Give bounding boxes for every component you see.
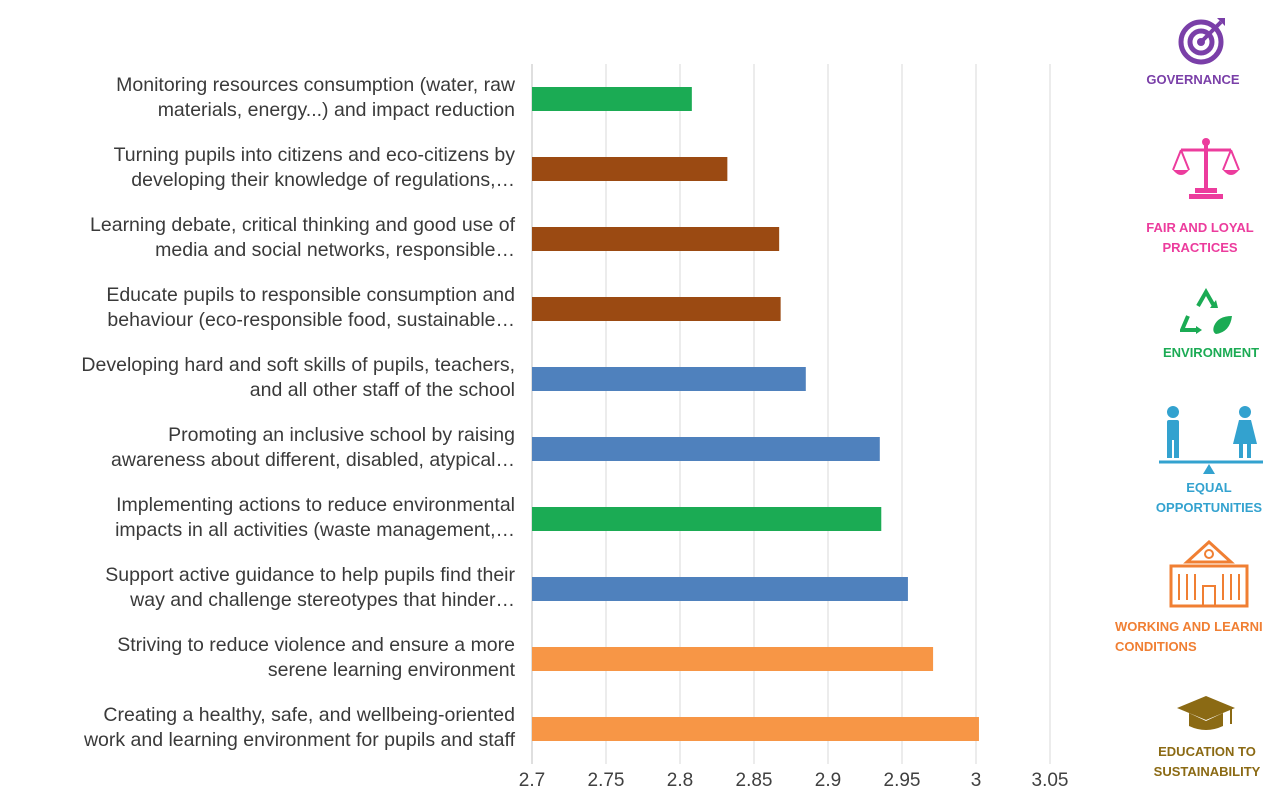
x-tick-label: 2.85 bbox=[735, 770, 773, 791]
chart-canvas bbox=[531, 64, 1051, 764]
x-tick-label: 2.95 bbox=[883, 770, 921, 791]
category-label: Creating a healthy, safe, and wellbeing-… bbox=[83, 704, 515, 751]
category-legend: GOVERNANCE FAIR AND LOYAL PRACTICES ENVI… bbox=[1105, 0, 1281, 796]
x-tick-label: 2.75 bbox=[587, 770, 625, 791]
category-label: Implementing actions to reduce environme… bbox=[115, 494, 515, 541]
x-tick-label: 2.9 bbox=[814, 770, 842, 791]
category-label: Learning debate, critical thinking and g… bbox=[90, 214, 515, 261]
graduation-cap-icon bbox=[1177, 696, 1235, 730]
x-tick-label: 2.8 bbox=[666, 770, 694, 791]
bar bbox=[532, 437, 880, 461]
legend-environment: ENVIRONMENT bbox=[1162, 345, 1260, 360]
bar bbox=[532, 87, 692, 111]
x-tick-label: 3 bbox=[970, 770, 982, 791]
man-woman-seesaw-icon bbox=[1159, 406, 1263, 474]
bar bbox=[532, 227, 780, 251]
bar bbox=[532, 647, 934, 671]
target-icon bbox=[1178, 18, 1225, 65]
legend-equal-opportunities: EQUAL OPPORTUNITIES bbox=[1155, 480, 1263, 515]
bar bbox=[532, 297, 781, 321]
bar bbox=[532, 717, 979, 741]
category-label: Monitoring resources consumption (water,… bbox=[116, 74, 515, 121]
bar bbox=[532, 507, 882, 531]
bar bbox=[532, 577, 908, 601]
school-building-icon bbox=[1169, 540, 1249, 608]
legend-fair-and-loyal-practices: FAIR AND LOYAL PRACTICES bbox=[1146, 220, 1254, 255]
category-label: Turning pupils into citizens and eco-cit… bbox=[113, 144, 515, 191]
legend-working-and-learning-conditions: WORKING AND LEARNI CONDITIONS bbox=[1115, 619, 1263, 654]
category-label: Developing hard and soft skills of pupil… bbox=[81, 354, 515, 401]
category-label: Striving to reduce violence and ensure a… bbox=[117, 634, 515, 681]
legend-governance: GOVERNANCE bbox=[1146, 72, 1240, 87]
legend-education-to-sustainability: EDUCATION TO SUSTAINABILITY bbox=[1153, 744, 1261, 779]
bar-chart: Monitoring resources consumption (water,… bbox=[81, 64, 1069, 791]
x-tick-label: 3.05 bbox=[1031, 770, 1069, 791]
scales-icon bbox=[1172, 138, 1240, 199]
recycle-leaf-icon bbox=[1180, 287, 1232, 334]
category-label: Support active guidance to help pupils f… bbox=[105, 564, 515, 611]
bar bbox=[532, 367, 806, 391]
x-tick-label: 2.7 bbox=[518, 770, 546, 791]
category-label: Educate pupils to responsible consumptio… bbox=[106, 284, 515, 331]
bar bbox=[532, 157, 728, 181]
category-label: Promoting an inclusive school by raising… bbox=[111, 424, 515, 471]
